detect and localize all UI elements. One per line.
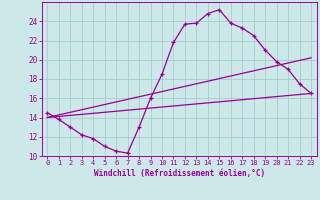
- X-axis label: Windchill (Refroidissement éolien,°C): Windchill (Refroidissement éolien,°C): [94, 169, 265, 178]
